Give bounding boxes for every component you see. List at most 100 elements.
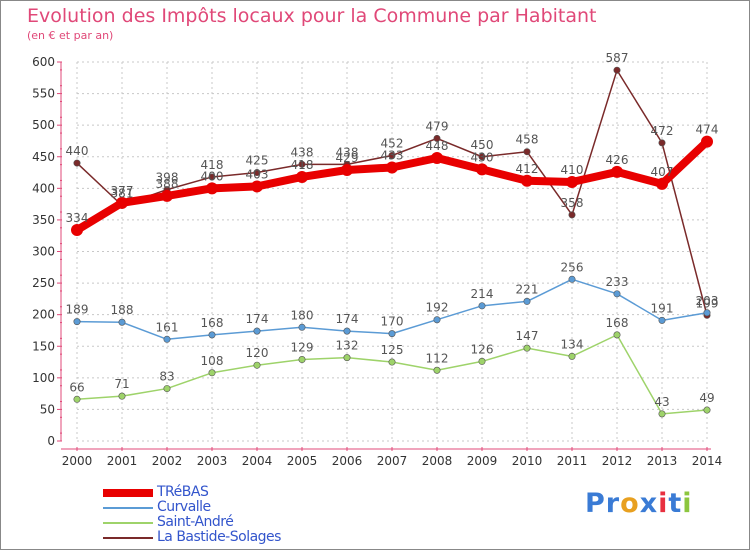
data-label: 134 (561, 337, 584, 351)
data-label: 83 (159, 370, 174, 384)
data-label: 170 (381, 315, 404, 329)
data-label: 430 (471, 150, 494, 164)
logo-letter: t (668, 488, 683, 519)
data-point (253, 361, 261, 369)
data-label: 129 (291, 341, 314, 355)
y-tick-label: 350 (32, 213, 55, 227)
data-label: 334 (66, 211, 89, 225)
data-label: 438 (291, 145, 314, 159)
logo-letter: i (658, 488, 669, 519)
data-point (208, 173, 216, 181)
data-label: 203 (696, 294, 719, 308)
data-point (208, 331, 216, 339)
data-point (658, 410, 666, 418)
x-tick-label: 2012 (602, 454, 633, 468)
data-label: 125 (381, 343, 404, 357)
data-point (478, 302, 486, 310)
x-tick-label: 2006 (332, 454, 363, 468)
data-label: 189 (66, 303, 89, 317)
x-tick-label: 2009 (467, 454, 498, 468)
logo-letter: o (620, 488, 640, 519)
data-point (703, 406, 711, 414)
y-tick-label: 500 (32, 118, 55, 132)
data-point (703, 309, 711, 317)
data-label: 66 (69, 380, 84, 394)
data-point (433, 366, 441, 374)
data-point (568, 352, 576, 360)
data-label: 358 (561, 196, 584, 210)
series-lines (71, 66, 713, 418)
data-point (163, 385, 171, 393)
data-point (568, 211, 576, 219)
chart-title: Evolution des Impôts locaux pour la Comm… (27, 5, 597, 27)
data-point (116, 196, 128, 209)
data-point (388, 151, 396, 159)
data-label: 180 (291, 308, 314, 322)
data-label: 147 (516, 329, 539, 343)
data-label: 403 (246, 167, 269, 181)
x-tick-label: 2013 (647, 454, 678, 468)
x-tick-label: 2003 (197, 454, 228, 468)
y-tick-label: 50 (40, 402, 55, 416)
data-point (161, 189, 173, 202)
proxiti-logo: Proxiti (585, 488, 693, 519)
data-label: 388 (156, 177, 179, 191)
logo-letter: r (605, 488, 621, 519)
legend-label: Saint-André (157, 514, 234, 530)
data-label: 168 (606, 316, 629, 330)
data-label: 479 (426, 119, 449, 133)
data-point (523, 297, 531, 305)
data-point (613, 66, 621, 74)
data-point (343, 354, 351, 362)
data-point (388, 358, 396, 366)
y-tick-label: 100 (32, 371, 55, 385)
data-point (613, 331, 621, 339)
data-point (343, 327, 351, 335)
data-point (73, 318, 81, 326)
data-label: 381 (111, 186, 134, 200)
data-point (73, 395, 81, 403)
x-tick-label: 2004 (242, 454, 273, 468)
data-label: 43 (654, 395, 669, 409)
data-label: 161 (156, 320, 179, 334)
x-tick-label: 2011 (557, 454, 588, 468)
x-tick-label: 2014 (692, 454, 723, 468)
data-point (658, 316, 666, 324)
data-point (568, 275, 576, 283)
data-point (433, 316, 441, 324)
y-tick-label: 200 (32, 308, 55, 322)
data-label: 120 (246, 346, 269, 360)
data-label: 474 (696, 123, 719, 137)
data-point (71, 224, 83, 237)
data-label: 458 (516, 133, 539, 147)
data-point (118, 392, 126, 400)
data-label: 256 (561, 260, 584, 274)
data-point (701, 135, 713, 148)
x-tick-label: 2001 (107, 454, 138, 468)
data-point (431, 152, 443, 165)
legend-swatch (103, 507, 153, 509)
legend-swatch (103, 489, 153, 497)
data-label: 426 (606, 153, 629, 167)
data-label: 429 (336, 151, 359, 165)
data-point (613, 290, 621, 298)
legend-swatch (103, 537, 153, 539)
x-tick-label: 2002 (152, 454, 183, 468)
y-tick-label: 300 (32, 245, 55, 259)
data-point (656, 177, 668, 190)
data-label: 192 (426, 301, 449, 315)
data-point (611, 165, 623, 178)
data-label: 418 (201, 158, 224, 172)
data-point (298, 160, 306, 168)
x-tick-label: 2000 (62, 454, 93, 468)
data-labels: 334 377 388 400 403 418 429 433 448 430 412 410 426 4… (66, 51, 719, 409)
data-label: 199 (696, 296, 719, 310)
data-label: 49 (699, 391, 714, 405)
data-point (388, 330, 396, 338)
data-label: 132 (336, 339, 359, 353)
data-label: 191 (651, 301, 674, 315)
axes: 0 50 100 150 200 250 300 350 400 450 500 550 600 2000… (32, 55, 722, 468)
data-point (251, 180, 263, 193)
legend-label: La Bastide-Solages (157, 529, 281, 545)
